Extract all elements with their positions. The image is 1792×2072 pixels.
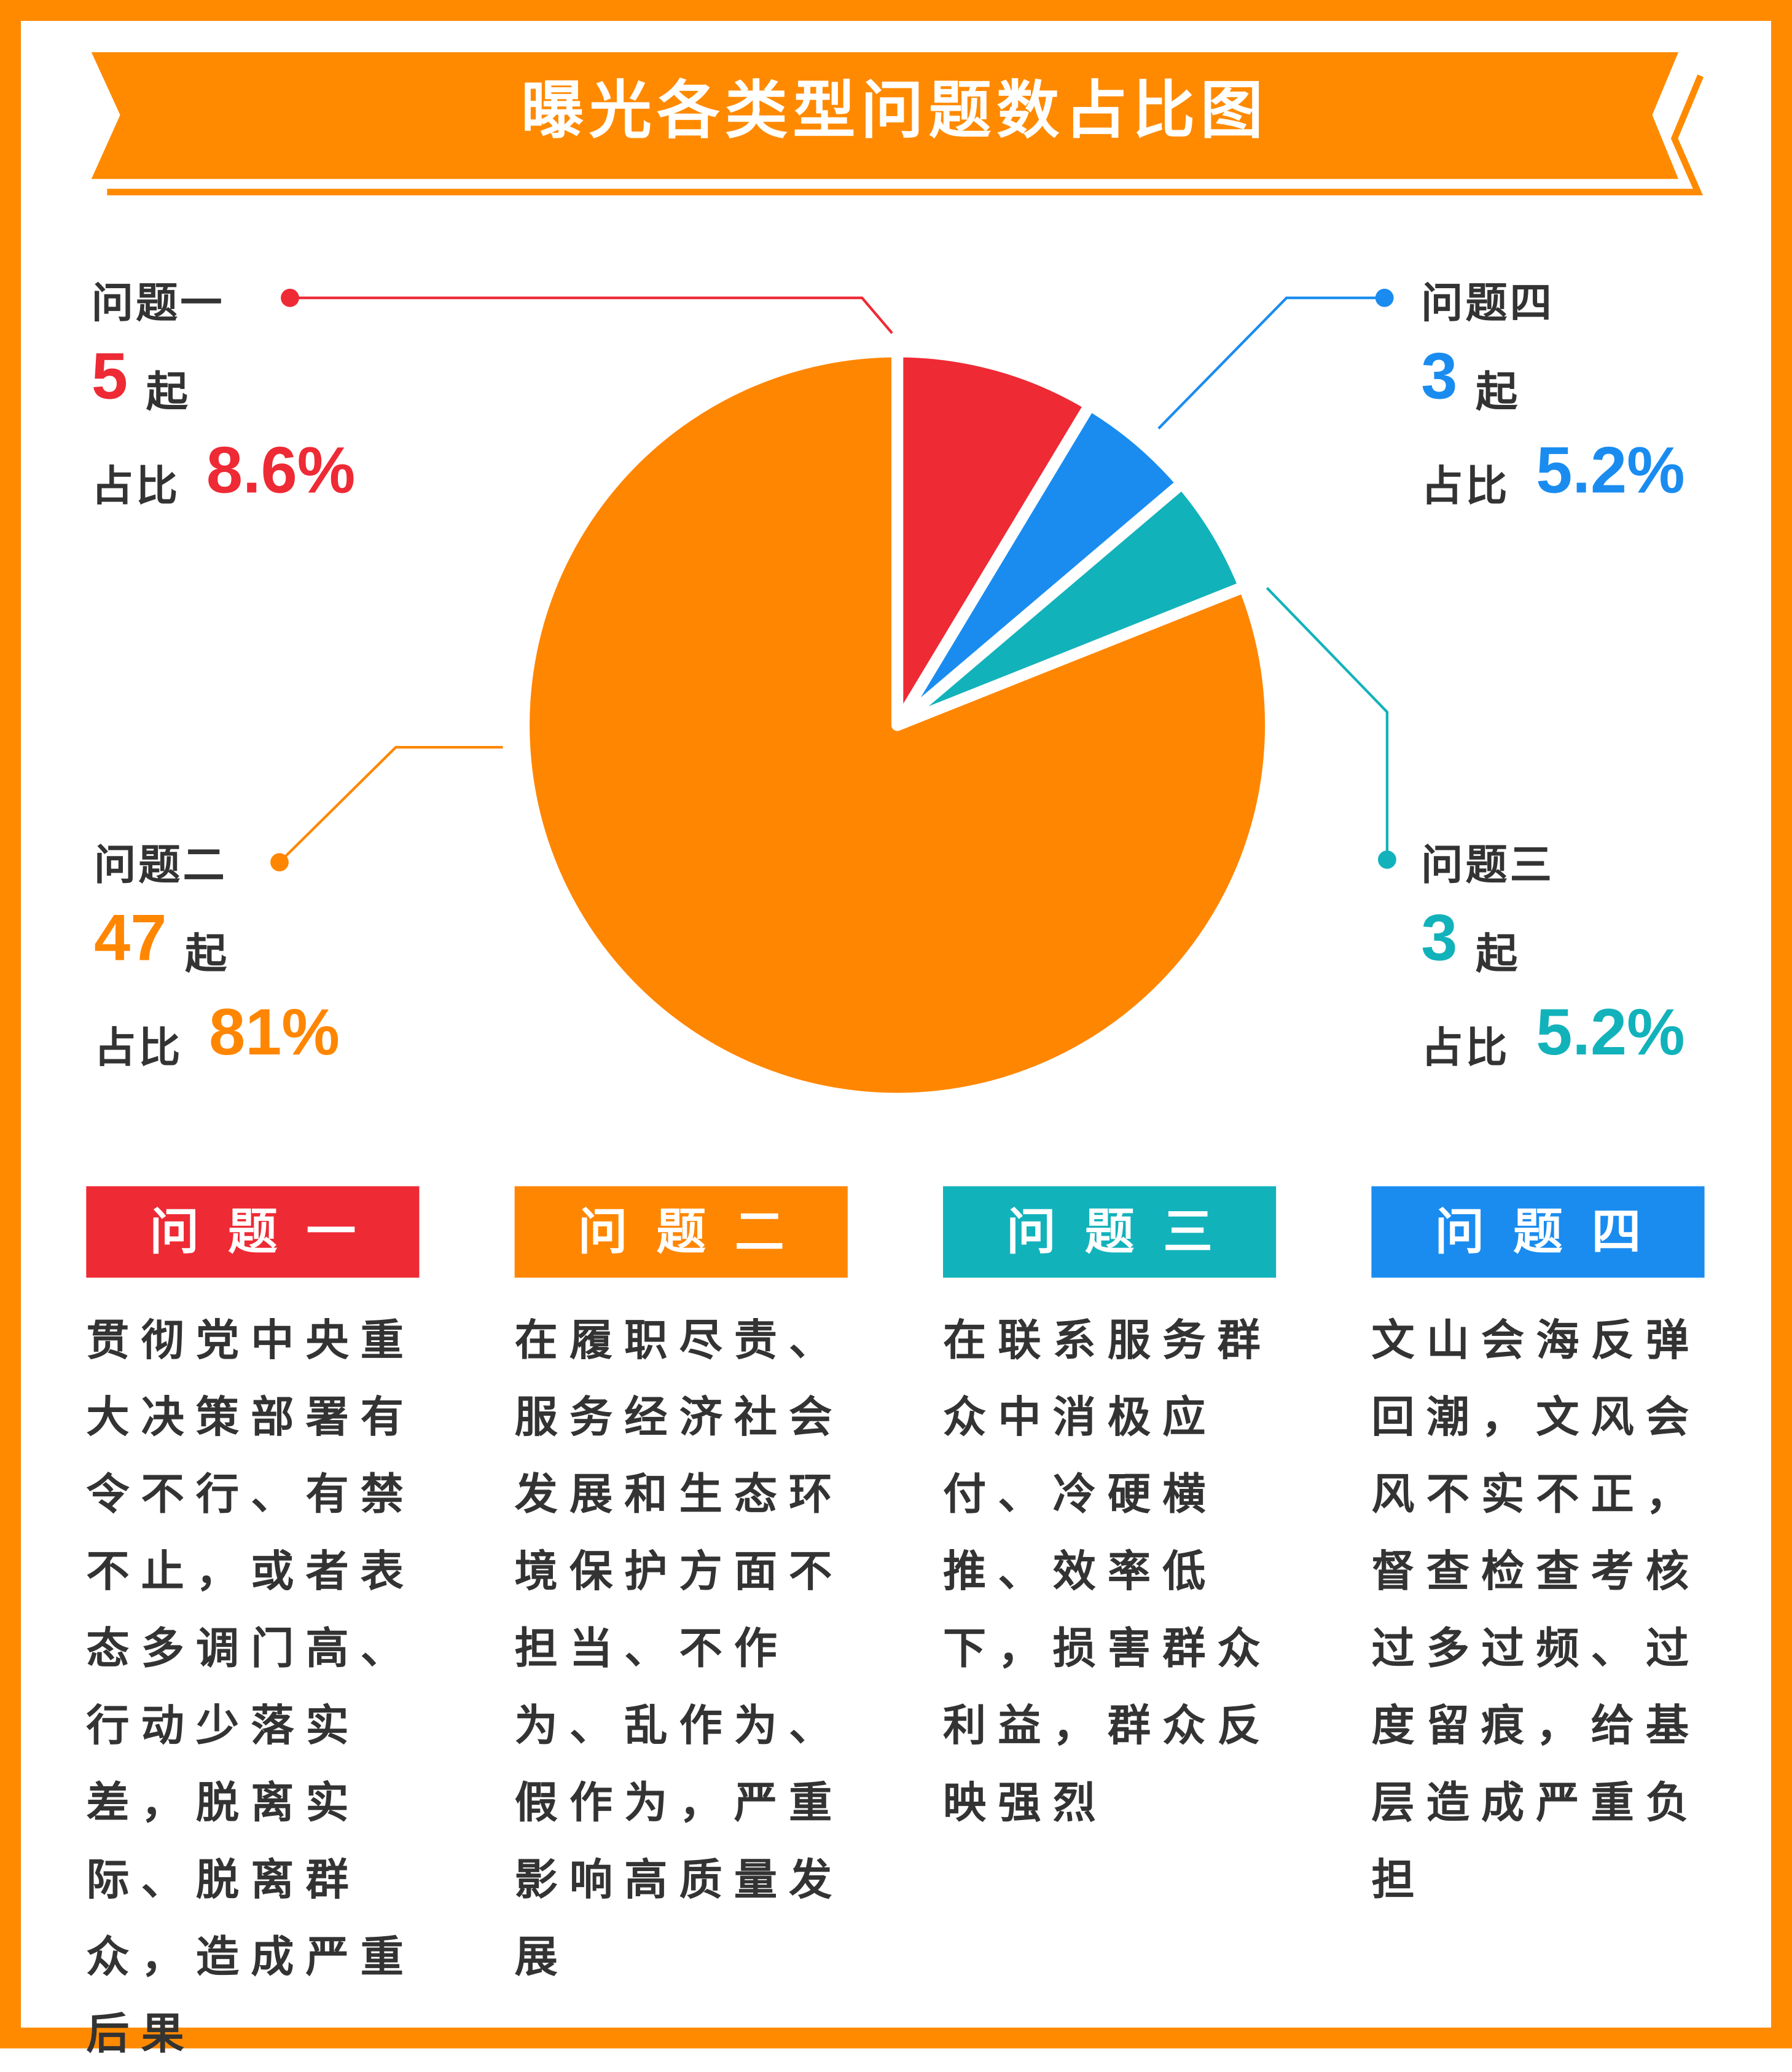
leader-line xyxy=(1266,587,1389,860)
callout-category: 问题一 xyxy=(91,278,225,328)
share-label: 5.2% xyxy=(1536,433,1685,507)
leader-dot xyxy=(1378,850,1396,869)
callout-unit: 起 xyxy=(146,367,191,417)
section-text: 在联系服务群众中消极应付、冷硬横推、效率低下，损害群众利益，群众反映强烈 xyxy=(943,1314,1272,1828)
share-caption: 占比 xyxy=(1421,1022,1510,1073)
callout-count: 3 xyxy=(1421,901,1458,975)
section-header: 问题四 xyxy=(1371,1186,1705,1278)
banner-line xyxy=(107,74,1704,195)
chart-title: 曝光各类型问题数占比图 xyxy=(521,74,1268,147)
leader-line xyxy=(289,296,893,334)
share-caption: 占比 xyxy=(1421,461,1510,511)
share-label: 5.2% xyxy=(1536,995,1685,1069)
share-caption: 占比 xyxy=(91,461,181,511)
callout-count: 5 xyxy=(91,339,128,413)
section-header: 问题三 xyxy=(943,1186,1277,1278)
leader-line xyxy=(278,746,503,863)
callout-category: 问题二 xyxy=(94,840,227,890)
callout-category: 问题四 xyxy=(1421,278,1555,328)
callout-unit: 起 xyxy=(1476,367,1520,417)
share-label: 81% xyxy=(209,995,340,1069)
banner xyxy=(91,52,1679,179)
leader-dot xyxy=(270,853,289,872)
section-header: 问题二 xyxy=(514,1186,848,1278)
callout-count: 3 xyxy=(1421,339,1458,413)
section-header: 问题一 xyxy=(86,1186,420,1278)
section-text: 文山会海反弹回潮，文风会风不实不正，督查检查考核过多过频、过度留痕，给基层造成严… xyxy=(1371,1314,1701,1905)
share-caption: 占比 xyxy=(94,1022,183,1073)
section-text: 在履职尽责、服务经济社会发展和生态环境保护方面不担当、不作为、乱作为、假作为，严… xyxy=(514,1314,844,1982)
callout-unit: 起 xyxy=(185,928,230,979)
pie-slice xyxy=(891,399,1188,731)
callout-unit: 起 xyxy=(1476,928,1520,979)
callout-category: 问题三 xyxy=(1421,840,1555,890)
leader-dot xyxy=(1375,288,1394,307)
share-label: 8.6% xyxy=(206,433,356,507)
callout-count: 47 xyxy=(94,901,167,975)
section-text: 贯彻党中央重大决策部署有令不行、有禁不止，或者表态多调门高、行动少落实差，脱离实… xyxy=(86,1314,416,2059)
leader-line xyxy=(1157,296,1385,430)
pie-slice xyxy=(891,345,1096,731)
leader-dot xyxy=(281,288,299,307)
